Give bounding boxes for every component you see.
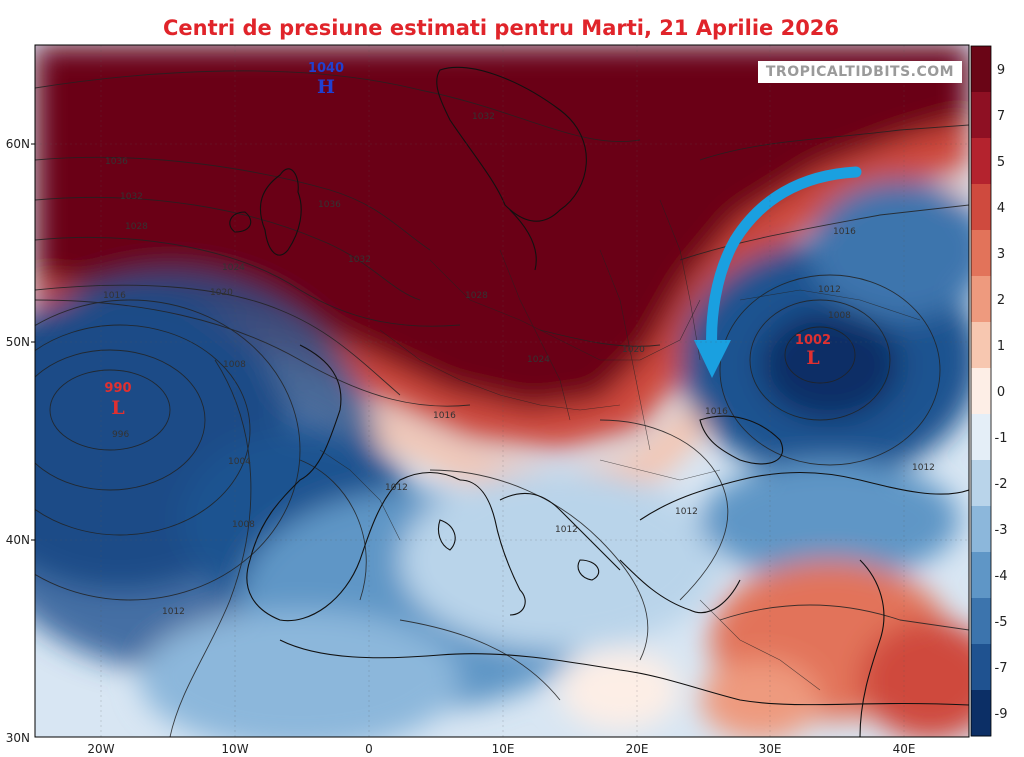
colorbar-tick-label: 7 — [997, 109, 1005, 124]
isobar-label: 1020 — [210, 288, 233, 298]
lon-label: 10E — [492, 742, 515, 756]
isobar-label: 996 — [112, 430, 129, 440]
colorbar-swatch — [971, 92, 991, 139]
isobar-label: 1012 — [675, 507, 698, 517]
colorbar-swatch — [971, 460, 991, 507]
isobar-label: 1012 — [555, 525, 578, 535]
colorbar-swatch — [971, 644, 991, 691]
isobar-label: 1008 — [232, 520, 255, 530]
colorbar-swatch — [971, 552, 991, 599]
colorbar-tick-label: -1 — [995, 431, 1008, 446]
isobar-label: 1036 — [105, 157, 128, 167]
isobar-label: 1012 — [385, 483, 408, 493]
colorbar-frame — [970, 45, 992, 737]
high-symbol: H — [317, 76, 335, 98]
lat-label: 60N — [6, 137, 30, 151]
isobar-label: 1016 — [433, 411, 456, 421]
arrow-head-icon — [694, 340, 731, 378]
colorbar-swatch — [971, 184, 991, 231]
colorbar-tick-label: 2 — [997, 293, 1005, 308]
isobar-label: 1012 — [912, 463, 935, 473]
colorbar-swatch — [971, 276, 991, 323]
colorbar-tick-label: 4 — [997, 201, 1005, 216]
isobar-label: 1028 — [125, 222, 148, 232]
isobar-label: 1024 — [222, 263, 245, 273]
isobar-label: 1016 — [833, 227, 856, 237]
lon-label: 40E — [893, 742, 916, 756]
coastlines — [229, 66, 969, 737]
map-field: 1036 1032 1028 1020 1016 1024 1032 1036 … — [35, 45, 969, 737]
lon-label: 20W — [87, 742, 114, 756]
longitude-axis: 20W 10W 0 10E 20E 30E 40E — [87, 742, 915, 756]
isobar-label: 1020 — [622, 345, 645, 355]
pressure-value: 1040 — [308, 61, 344, 76]
isobar-label: 1036 — [318, 200, 341, 210]
isobar-label: 1008 — [223, 360, 246, 370]
colorbar-swatch — [971, 690, 991, 737]
map-frame — [34, 44, 970, 738]
isobar-label: 1016 — [705, 407, 728, 417]
colorbar-swatch — [971, 598, 991, 645]
lat-label: 30N — [6, 731, 30, 745]
lon-label: 30E — [759, 742, 782, 756]
movement-arrow — [694, 166, 862, 378]
pressure-center-high: 1040 H — [308, 61, 344, 98]
colorbar-swatch — [971, 230, 991, 277]
colorbar-tick-label: 9 — [997, 63, 1005, 78]
colorbar-tick-label: -4 — [995, 569, 1008, 584]
low-symbol: L — [806, 347, 819, 369]
pressure-value: 1002 — [795, 333, 831, 348]
colorbar-tick-label: -2 — [995, 477, 1008, 492]
colorbar-tick-label: -9 — [995, 707, 1008, 722]
isobar-label: 1032 — [120, 192, 143, 202]
colorbar-tick-label: 5 — [997, 155, 1005, 170]
colorbar-tick-label: 1 — [997, 339, 1005, 354]
pressure-value: 990 — [104, 381, 131, 396]
lat-label: 40N — [6, 533, 30, 547]
colorbar-swatch — [971, 414, 991, 461]
colorbar-swatch — [971, 46, 991, 93]
isobar-label: 1004 — [228, 457, 251, 467]
colorbar-swatch — [971, 138, 991, 185]
colorbar-tick-label: -3 — [995, 523, 1008, 538]
watermark: TROPICALTIDBITS.COM — [758, 61, 962, 83]
isobar-label: 1032 — [348, 255, 371, 265]
isobar-labels: 1036 1032 1028 1020 1016 1024 1032 1036 … — [103, 112, 935, 617]
isobar-label: 1012 — [818, 285, 841, 295]
country-borders — [319, 199, 921, 691]
low-symbol: L — [111, 397, 124, 419]
colorbar-tick-label: 3 — [997, 247, 1005, 262]
graticule — [35, 45, 969, 737]
latitude-axis: 60N 50N 40N 30N — [6, 137, 35, 745]
pressure-center-low-east: 1002 L — [795, 333, 831, 369]
isobar-label: 1028 — [465, 291, 488, 301]
isobar-label: 1016 — [103, 291, 126, 301]
lon-label: 20E — [626, 742, 649, 756]
colorbar-tick-label: 0 — [997, 385, 1005, 400]
colorbar-swatch — [971, 322, 991, 369]
lat-label: 50N — [6, 335, 30, 349]
map-title: Centri de presiune estimati pentru Marti… — [162, 16, 840, 40]
colorbar: 9 7 5 4 3 2 1 0 -1 -2 -3 -4 -5 -7 -9 — [970, 45, 1008, 737]
isobar-label: 1032 — [472, 112, 495, 122]
lon-label: 0 — [365, 742, 373, 756]
isobar-label: 1008 — [828, 311, 851, 321]
colorbar-swatch — [971, 368, 991, 415]
isobar-label: 1024 — [527, 355, 550, 365]
colorbar-swatch — [971, 506, 991, 553]
colorbar-tick-label: -7 — [995, 661, 1008, 676]
lon-label: 10W — [221, 742, 248, 756]
colorbar-tick-label: -5 — [995, 615, 1008, 630]
pressure-center-low-atlantic: 990 L — [104, 381, 131, 419]
isobar-label: 1012 — [162, 607, 185, 617]
